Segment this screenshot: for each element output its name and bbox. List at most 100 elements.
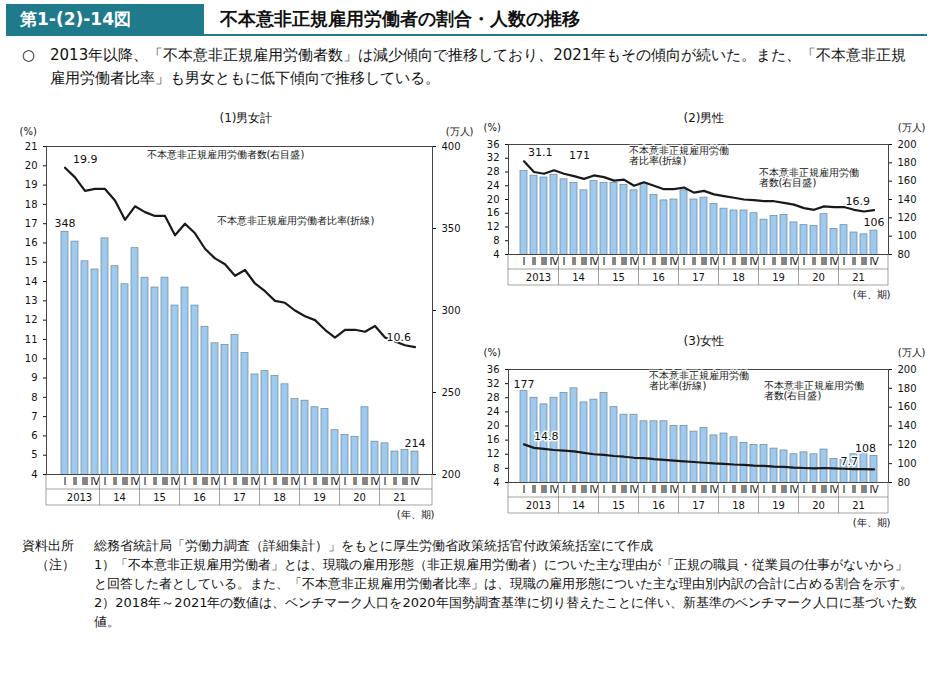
svg-text:5: 5 <box>31 449 37 460</box>
svg-text:Ⅲ: Ⅲ <box>322 476 329 487</box>
svg-text:Ⅱ: Ⅱ <box>772 484 777 495</box>
svg-text:4: 4 <box>31 469 37 480</box>
svg-text:Ⅱ: Ⅱ <box>193 476 198 487</box>
svg-text:171: 171 <box>569 149 590 162</box>
svg-text:Ⅲ: Ⅲ <box>402 476 409 487</box>
svg-text:Ⅲ: Ⅲ <box>861 484 868 495</box>
svg-text:(%): (%) <box>20 126 37 137</box>
svg-text:18: 18 <box>732 272 745 283</box>
svg-text:21: 21 <box>852 500 865 511</box>
svg-text:(年、期): (年、期) <box>853 517 891 528</box>
svg-text:100: 100 <box>898 230 917 241</box>
svg-text:Ⅱ: Ⅱ <box>113 476 118 487</box>
svg-text:100: 100 <box>898 458 917 469</box>
svg-text:不本意非正規雇用労働者比率(折線): 不本意非正規雇用労働者比率(折線) <box>217 215 375 226</box>
svg-text:Ⅳ: Ⅳ <box>869 256 879 267</box>
svg-text:(万人): (万人) <box>898 347 926 358</box>
svg-text:Ⅲ: Ⅲ <box>82 476 89 487</box>
svg-text:13: 13 <box>25 295 38 306</box>
svg-text:Ⅳ: Ⅳ <box>170 476 180 487</box>
svg-text:Ⅲ: Ⅲ <box>741 484 748 495</box>
svg-text:Ⅲ: Ⅲ <box>541 256 548 267</box>
svg-text:Ⅳ: Ⅳ <box>709 484 719 495</box>
svg-text:Ⅱ: Ⅱ <box>572 484 577 495</box>
svg-text:Ⅳ: Ⅳ <box>549 256 559 267</box>
svg-text:16: 16 <box>652 500 665 511</box>
svg-text:160: 160 <box>898 175 917 186</box>
svg-text:Ⅰ: Ⅰ <box>184 476 187 487</box>
svg-text:14: 14 <box>572 500 585 511</box>
svg-text:Ⅱ: Ⅱ <box>732 484 737 495</box>
svg-text:80: 80 <box>898 477 911 488</box>
svg-text:Ⅱ: Ⅱ <box>393 476 398 487</box>
svg-text:Ⅰ: Ⅰ <box>763 484 766 495</box>
svg-text:21: 21 <box>25 141 38 152</box>
svg-text:Ⅱ: Ⅱ <box>153 476 158 487</box>
svg-text:350: 350 <box>442 223 461 234</box>
svg-text:Ⅱ: Ⅱ <box>852 484 857 495</box>
svg-text:Ⅰ: Ⅰ <box>643 256 646 267</box>
svg-text:Ⅰ: Ⅰ <box>563 484 566 495</box>
svg-text:不本意非正規雇用労働者数(右目盛): 不本意非正規雇用労働者数(右目盛) <box>147 149 305 160</box>
svg-text:300: 300 <box>442 305 461 316</box>
svg-text:Ⅲ: Ⅲ <box>661 256 668 267</box>
svg-text:20: 20 <box>353 492 366 503</box>
svg-text:31.1: 31.1 <box>528 146 553 159</box>
svg-text:16: 16 <box>652 272 665 283</box>
svg-text:Ⅳ: Ⅳ <box>90 476 100 487</box>
svg-text:8: 8 <box>493 463 499 474</box>
svg-text:Ⅱ: Ⅱ <box>812 256 817 267</box>
svg-text:Ⅳ: Ⅳ <box>370 476 380 487</box>
svg-text:Ⅰ: Ⅰ <box>603 256 606 267</box>
svg-text:不本意非正規雇用労働者数(右目盛): 不本意非正規雇用労働者数(右目盛) <box>764 380 864 401</box>
svg-text:Ⅳ: Ⅳ <box>629 256 639 267</box>
svg-text:177: 177 <box>514 378 535 391</box>
svg-text:Ⅰ: Ⅰ <box>683 484 686 495</box>
svg-text:120: 120 <box>898 439 917 450</box>
svg-text:Ⅱ: Ⅱ <box>652 484 657 495</box>
svg-text:Ⅳ: Ⅳ <box>749 484 759 495</box>
svg-text:Ⅰ: Ⅰ <box>144 476 147 487</box>
svg-text:Ⅰ: Ⅰ <box>643 484 646 495</box>
svg-text:Ⅲ: Ⅲ <box>701 256 708 267</box>
svg-text:Ⅰ: Ⅰ <box>104 476 107 487</box>
svg-text:Ⅲ: Ⅲ <box>202 476 209 487</box>
svg-text:24: 24 <box>487 180 500 191</box>
svg-text:Ⅳ: Ⅳ <box>290 476 300 487</box>
svg-text:15: 15 <box>612 500 625 511</box>
svg-text:Ⅱ: Ⅱ <box>772 256 777 267</box>
svg-text:14: 14 <box>113 492 126 503</box>
svg-text:20: 20 <box>487 194 500 205</box>
svg-text:Ⅰ: Ⅰ <box>304 476 307 487</box>
svg-text:Ⅱ: Ⅱ <box>233 476 238 487</box>
svg-text:17: 17 <box>233 492 246 503</box>
svg-text:7.7: 7.7 <box>841 455 859 468</box>
svg-text:Ⅳ: Ⅳ <box>250 476 260 487</box>
svg-text:Ⅰ: Ⅰ <box>384 476 387 487</box>
svg-text:20: 20 <box>487 420 500 431</box>
svg-text:19: 19 <box>772 500 785 511</box>
svg-text:19.9: 19.9 <box>73 153 98 166</box>
svg-text:Ⅲ: Ⅲ <box>362 476 369 487</box>
svg-text:Ⅱ: Ⅱ <box>532 484 537 495</box>
svg-text:28: 28 <box>487 392 500 403</box>
svg-text:Ⅳ: Ⅳ <box>669 256 679 267</box>
svg-text:348: 348 <box>55 217 76 230</box>
svg-text:Ⅱ: Ⅱ <box>652 256 657 267</box>
svg-text:Ⅰ: Ⅰ <box>523 256 526 267</box>
svg-text:Ⅰ: Ⅰ <box>523 484 526 495</box>
svg-text:Ⅳ: Ⅳ <box>669 484 679 495</box>
svg-text:Ⅲ: Ⅲ <box>581 484 588 495</box>
svg-text:16: 16 <box>487 207 500 218</box>
svg-text:Ⅰ: Ⅰ <box>803 484 806 495</box>
svg-text:Ⅰ: Ⅰ <box>723 256 726 267</box>
svg-text:Ⅲ: Ⅲ <box>821 256 828 267</box>
svg-text:Ⅲ: Ⅲ <box>621 484 628 495</box>
svg-text:19: 19 <box>25 179 38 190</box>
svg-text:36: 36 <box>487 139 500 150</box>
svg-text:16.9: 16.9 <box>846 195 871 208</box>
svg-text:140: 140 <box>898 194 917 205</box>
svg-text:20: 20 <box>812 272 825 283</box>
svg-text:Ⅲ: Ⅲ <box>242 476 249 487</box>
svg-text:Ⅳ: Ⅳ <box>410 476 420 487</box>
